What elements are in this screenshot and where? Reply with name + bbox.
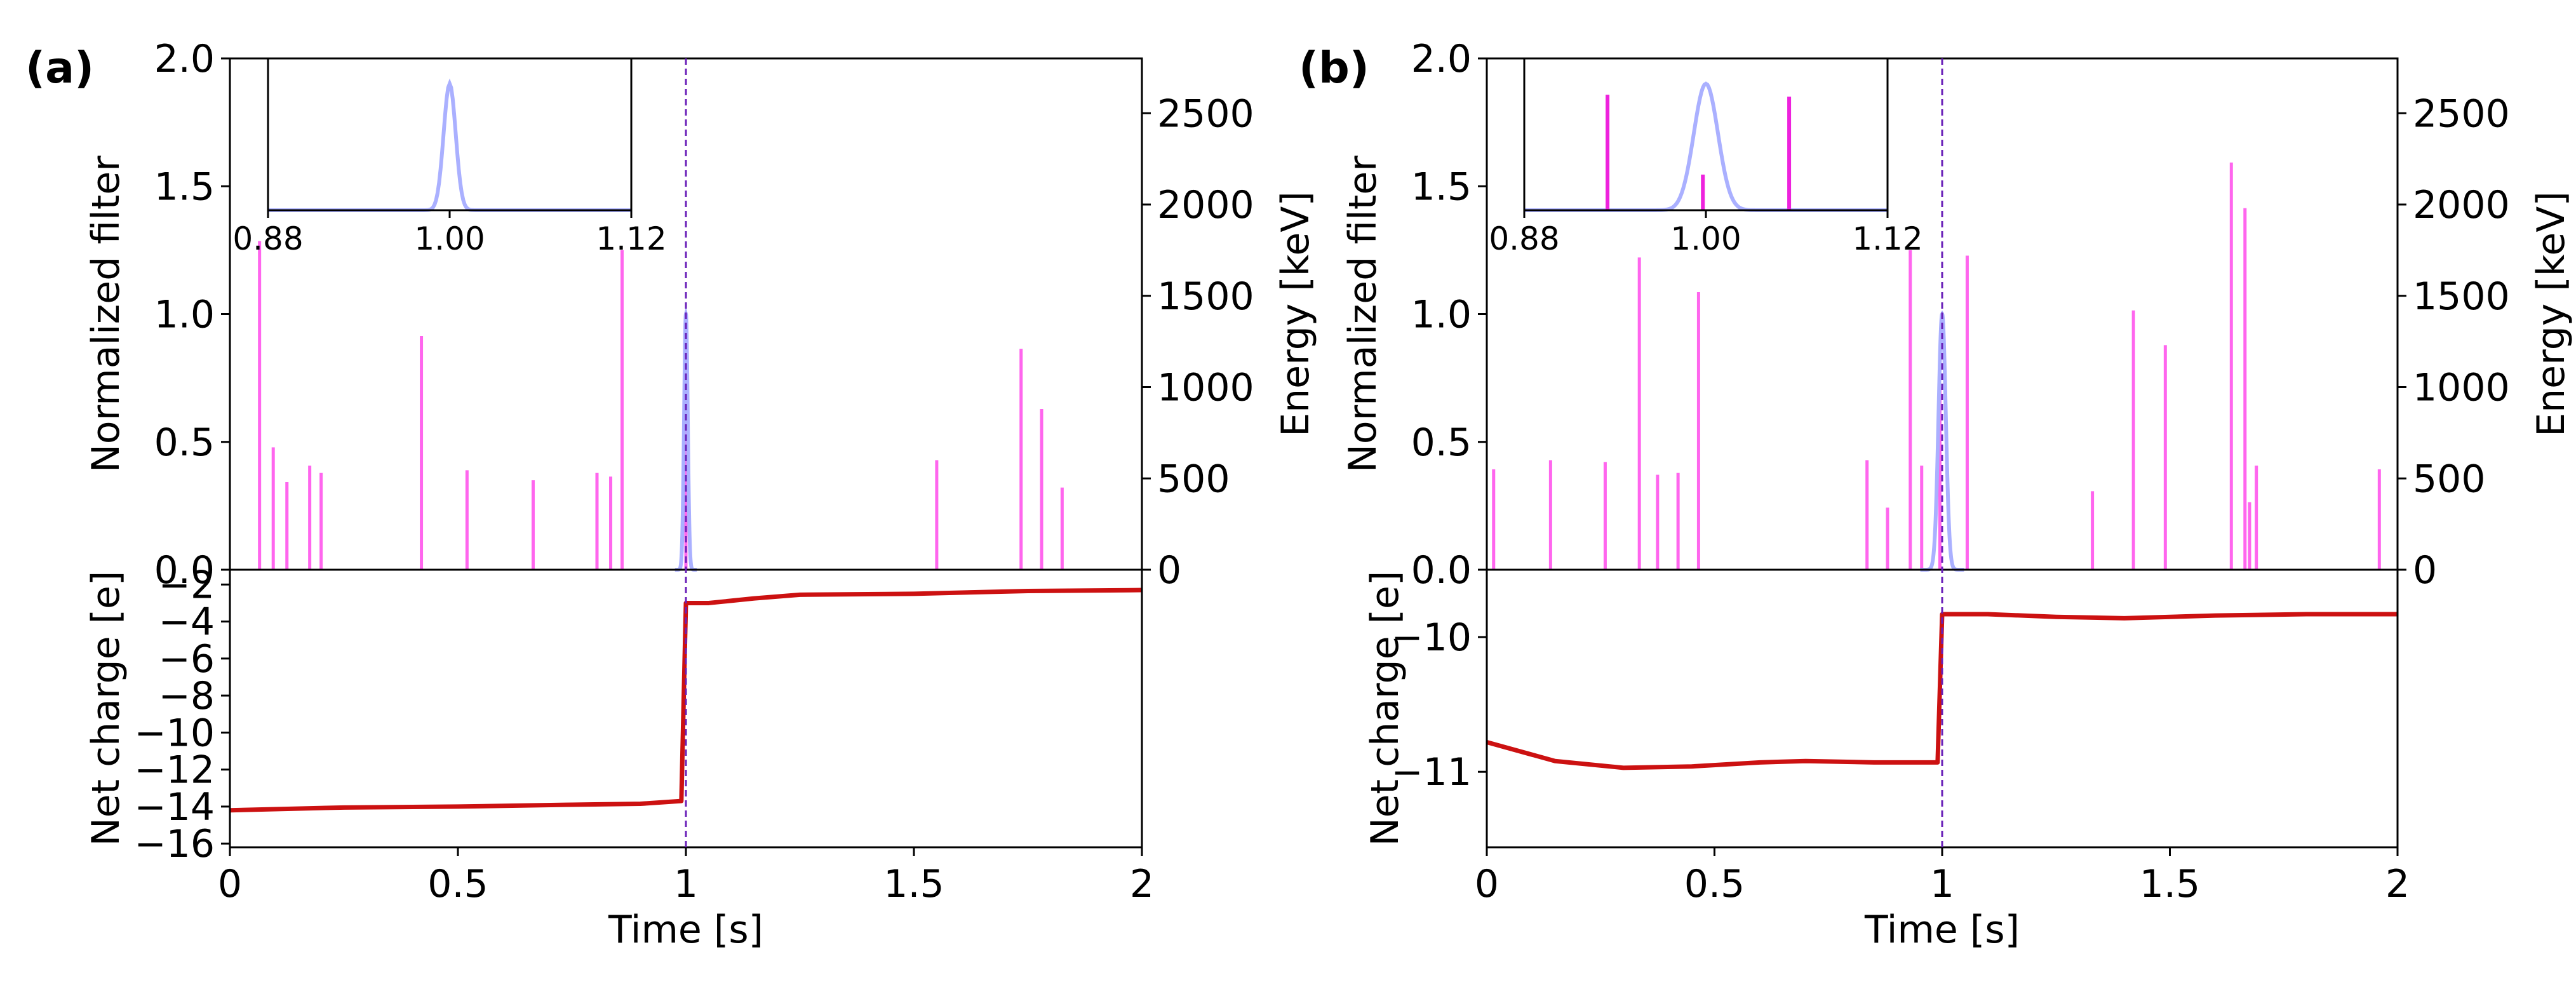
- inset-a: 0.88 1.00 1.12: [232, 57, 667, 257]
- ytick-right-label-a-4: 2000: [1157, 183, 1254, 227]
- xtick-label-b-2: 1: [1930, 862, 1954, 906]
- bottom-plot-b: −10 −11 0 0.5 1 1.5 2 Net charge [e] Time [s]: [1363, 568, 2410, 952]
- ylabel-energy-b: Energy [keV]: [2529, 191, 2573, 437]
- ytick-left-label-b-3: 1.5: [1411, 165, 1472, 209]
- xtick-label-a-4: 2: [1130, 862, 1154, 906]
- inset-b: 0.88 1.00 1.12: [1489, 57, 1923, 257]
- bottom-axis-ticks-a: −2−4−6−8−10−12−14−16: [134, 563, 230, 866]
- ytick-left-label-a-0: 0.0: [154, 548, 215, 593]
- ytick-bottom-label-a-7: −16: [134, 822, 215, 866]
- left-axis-ticks-b: 0.0 0.5 1.0 1.5 2.0: [1411, 37, 1487, 593]
- inset-xtick-label-b-2: 1.12: [1852, 220, 1922, 257]
- inset-x-ticks-a: 0.88 1.00 1.12: [232, 210, 667, 257]
- xtick-label-a-0: 0: [218, 862, 242, 906]
- ytick-bottom-label-a-4: −10: [134, 711, 215, 755]
- ytick-right-label-b-5: 2500: [2413, 91, 2510, 136]
- xtick-label-b-3: 1.5: [2140, 862, 2200, 906]
- panel-b: (b) 0.0 0.5 1.0 1.5 2.0 0 500 1000 1500 2000 2500…: [1299, 37, 2573, 952]
- ytick-right-label-b-2: 1000: [2413, 366, 2510, 410]
- ylabel-normalized-filter-b: Normalized filter: [1341, 156, 1385, 473]
- ytick-bottom-label-a-5: −12: [134, 748, 215, 793]
- xtick-label-a-2: 1: [674, 862, 698, 906]
- ytick-right-label-b-3: 1500: [2413, 274, 2510, 319]
- inset-xtick-label-a-2: 1.12: [596, 220, 666, 257]
- ylabel-net-charge-a: Net charge [e]: [84, 571, 128, 847]
- ytick-bottom-label-a-0: −2: [159, 563, 215, 607]
- inset-x-ticks-b: 0.88 1.00 1.12: [1489, 210, 1923, 257]
- panel-a: (a) 0.0 0.5 1.0 1.5 2.0 0 500 1000 1500 2000 2500…: [25, 37, 1318, 952]
- xtick-label-a-3: 1.5: [883, 862, 944, 906]
- ytick-bottom-label-a-2: −6: [159, 637, 215, 682]
- ytick-left-label-b-0: 0.0: [1411, 548, 1472, 593]
- inset-xtick-label-b-0: 0.88: [1489, 220, 1559, 257]
- x-axis-ticks-a: 0 0.5 1 1.5 2: [218, 847, 1154, 906]
- ytick-right-label-a-0: 0: [1157, 548, 1181, 593]
- ytick-left-label-a-2: 1.0: [154, 293, 215, 337]
- panel-label-b: (b): [1299, 43, 1369, 93]
- panel-label-a: (a): [25, 43, 94, 93]
- net-charge-line-b: [1486, 612, 2398, 770]
- ytick-left-label-b-1: 0.5: [1411, 420, 1472, 465]
- top-plot-b: 0.0 0.5 1.0 1.5 2.0 0 500 1000 1500 2000 2500 Nor…: [1341, 37, 2573, 593]
- ytick-left-label-b-4: 2.0: [1411, 37, 1472, 81]
- ytick-left-label-a-1: 0.5: [154, 420, 215, 465]
- ytick-right-label-b-0: 0: [2413, 548, 2437, 593]
- ytick-left-label-a-3: 1.5: [154, 165, 215, 209]
- ytick-right-label-a-3: 1500: [1157, 274, 1254, 319]
- ytick-left-label-a-4: 2.0: [154, 37, 215, 81]
- bottom-plot-a: −2−4−6−8−10−12−14−16 0 0.5 1 1.5 2 Net charg…: [84, 563, 1154, 952]
- top-plot-a: 0.0 0.5 1.0 1.5 2.0 0 500 1000 1500 2000 2500 Nor…: [84, 37, 1318, 593]
- inset-xtick-label-a-1: 1.00: [414, 220, 485, 257]
- right-axis-ticks-a: 0 500 1000 1500 2000 2500: [1142, 91, 1254, 593]
- ylabel-net-charge-b: Net charge [e]: [1363, 571, 1407, 847]
- ylabel-energy-a: Energy [keV]: [1273, 191, 1318, 437]
- inset-background-b: [1524, 58, 1888, 210]
- ytick-bottom-label-a-6: −14: [134, 785, 215, 829]
- inset-xtick-label-b-1: 1.00: [1670, 220, 1741, 257]
- xtick-label-b-0: 0: [1475, 862, 1499, 906]
- ylabel-normalized-filter-a: Normalized filter: [84, 156, 128, 473]
- ytick-right-label-a-1: 500: [1157, 457, 1230, 501]
- ytick-right-label-b-1: 500: [2413, 457, 2486, 501]
- xlabel-time-a: Time [s]: [608, 908, 763, 952]
- ytick-bottom-label-a-3: −8: [159, 674, 215, 718]
- ytick-right-label-a-5: 2500: [1157, 91, 1254, 136]
- xlabel-time-b: Time [s]: [1864, 908, 2020, 952]
- ytick-bottom-label-b-1: −11: [1391, 750, 1472, 795]
- ytick-bottom-label-b-0: −10: [1391, 615, 1472, 660]
- ytick-right-label-a-2: 1000: [1157, 366, 1254, 410]
- ytick-bottom-label-a-1: −4: [159, 600, 215, 645]
- left-axis-ticks-a: 0.0 0.5 1.0 1.5 2.0: [154, 37, 230, 593]
- x-axis-ticks-b: 0 0.5 1 1.5 2: [1475, 847, 2410, 906]
- right-axis-ticks-b: 0 500 1000 1500 2000 2500: [2398, 91, 2510, 593]
- inset-xtick-label-a-0: 0.88: [232, 220, 303, 257]
- xtick-label-b-1: 0.5: [1684, 862, 1745, 906]
- xtick-label-b-4: 2: [2385, 862, 2410, 906]
- xtick-label-a-1: 0.5: [427, 862, 488, 906]
- ytick-left-label-b-2: 1.0: [1411, 293, 1472, 337]
- ytick-right-label-b-4: 2000: [2413, 183, 2510, 227]
- bottom-axis-ticks-b: −10 −11: [1391, 615, 1487, 795]
